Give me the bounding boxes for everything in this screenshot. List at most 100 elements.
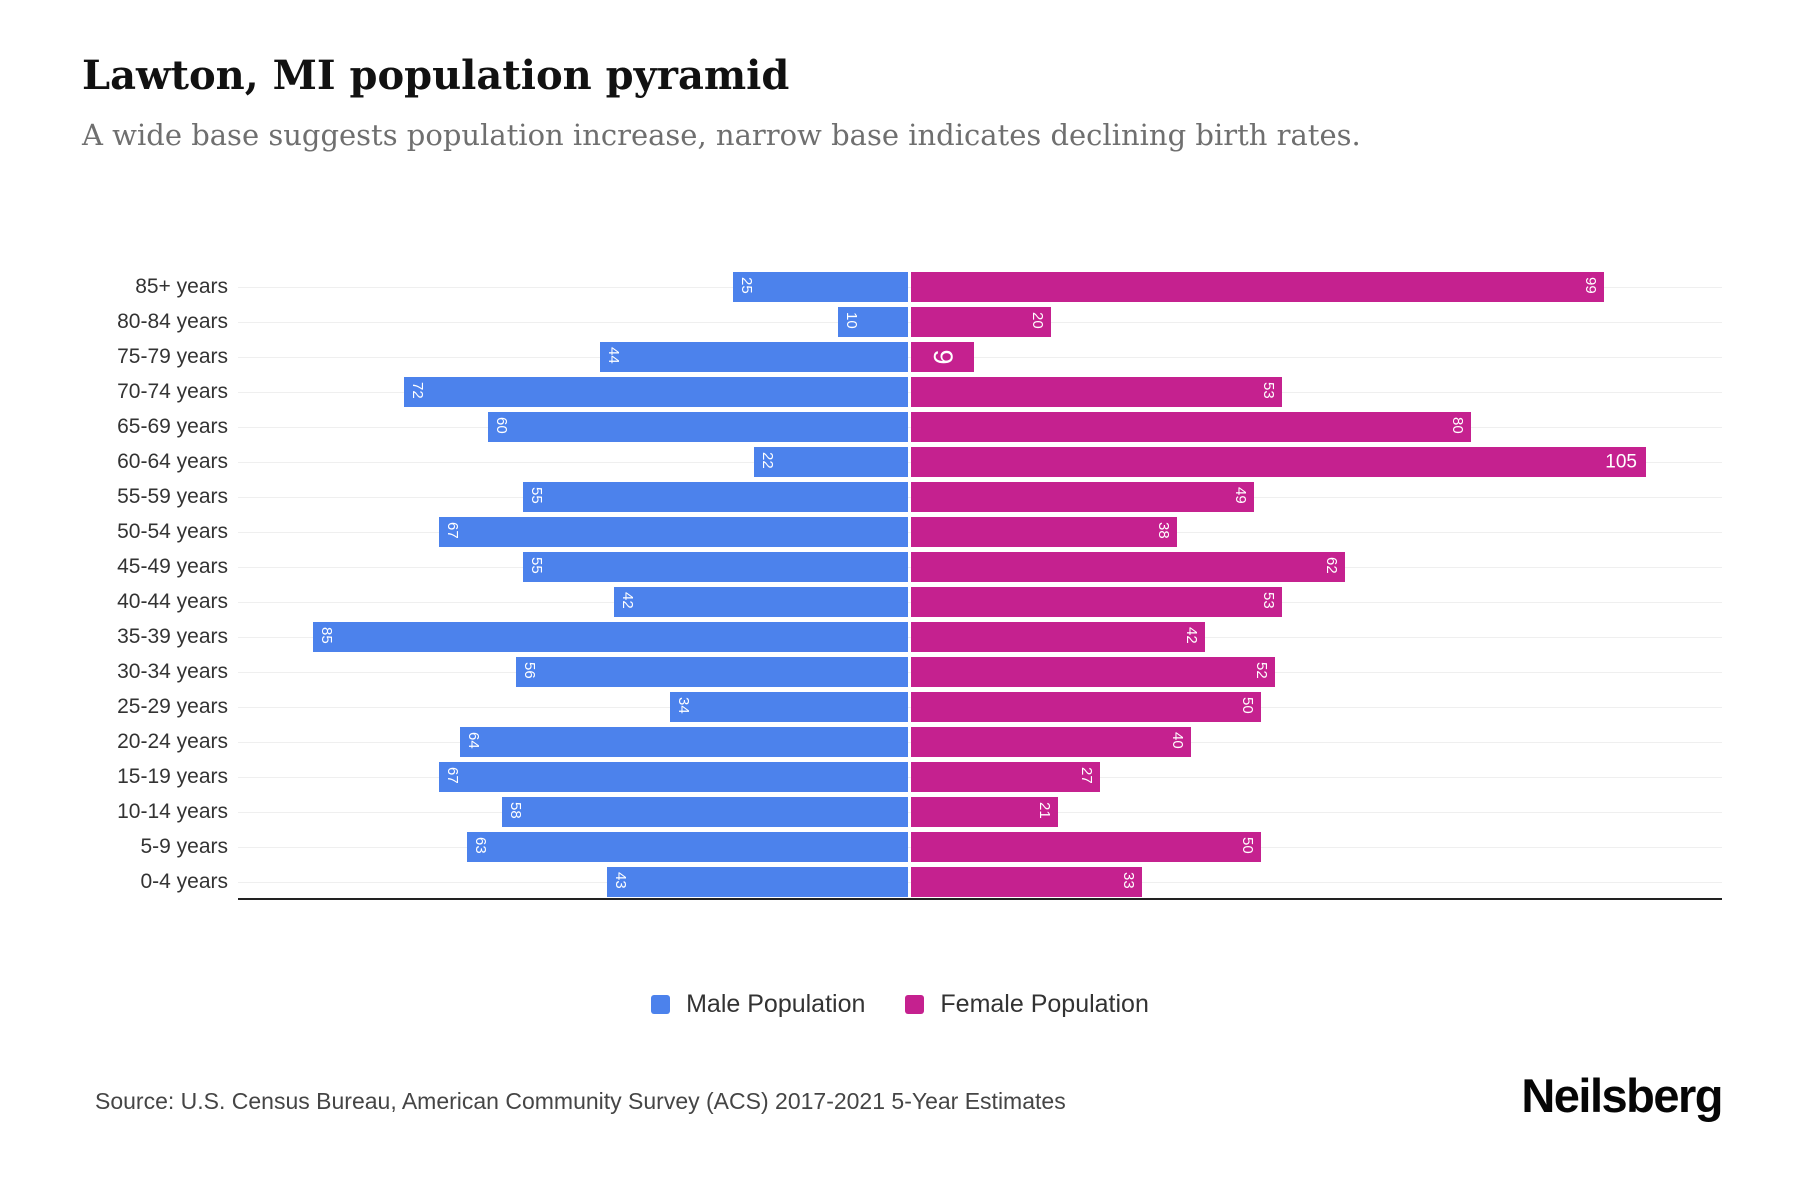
bar-value-label: 49 <box>1232 487 1249 504</box>
female-bar[interactable]: 33 <box>911 867 1142 897</box>
female-bar[interactable]: 9 <box>911 342 974 372</box>
age-axis-label: 25-29 years <box>117 695 228 718</box>
bar-value-label: 20 <box>1029 312 1046 329</box>
bar-value-label: 63 <box>472 837 489 854</box>
female-bar[interactable]: 38 <box>911 517 1177 547</box>
bar-value-label: 44 <box>605 347 622 364</box>
age-axis-label: 50-54 years <box>117 520 228 543</box>
male-bar[interactable]: 55 <box>523 482 908 512</box>
male-bar[interactable]: 64 <box>460 727 908 757</box>
male-bar[interactable]: 60 <box>488 412 908 442</box>
bar-value-label: 50 <box>1239 837 1256 854</box>
age-axis-label: 45-49 years <box>117 555 228 578</box>
female-bar[interactable]: 53 <box>911 377 1282 407</box>
male-bar[interactable]: 58 <box>502 797 908 827</box>
bar-value-label: 40 <box>1169 732 1186 749</box>
age-axis-label: 5-9 years <box>140 835 228 858</box>
female-bar[interactable]: 40 <box>911 727 1191 757</box>
age-axis-label: 75-79 years <box>117 345 228 368</box>
page-title: Lawton, MI population pyramid <box>82 52 790 99</box>
bar-value-label: 22 <box>759 452 776 469</box>
female-bar[interactable]: 42 <box>911 622 1205 652</box>
male-bar[interactable]: 44 <box>600 342 908 372</box>
bar-value-label: 10 <box>843 312 860 329</box>
legend-label-female: Female Population <box>940 990 1149 1018</box>
bar-value-label: 53 <box>1260 592 1277 609</box>
age-axis-label: 80-84 years <box>117 310 228 333</box>
bar-value-label: 21 <box>1036 802 1053 819</box>
female-bar[interactable]: 105 <box>911 447 1646 477</box>
male-bar[interactable]: 85 <box>313 622 908 652</box>
female-bar[interactable]: 27 <box>911 762 1100 792</box>
female-bar[interactable]: 80 <box>911 412 1471 442</box>
male-bar[interactable]: 67 <box>439 762 908 792</box>
male-bar[interactable]: 72 <box>404 377 908 407</box>
female-bar[interactable]: 20 <box>911 307 1051 337</box>
bar-value-label: 27 <box>1078 767 1095 784</box>
male-bar[interactable]: 63 <box>467 832 908 862</box>
age-axis-label: 20-24 years <box>117 730 228 753</box>
bar-value-label: 52 <box>1253 662 1270 679</box>
male-legend-swatch <box>651 995 671 1014</box>
female-bar[interactable]: 53 <box>911 587 1282 617</box>
bar-value-label: 33 <box>1120 872 1137 889</box>
female-legend-swatch <box>905 995 925 1014</box>
bar-value-label: 105 <box>1605 451 1637 473</box>
age-axis-label: 55-59 years <box>117 485 228 508</box>
bar-value-label: 67 <box>444 522 461 539</box>
female-bar[interactable]: 21 <box>911 797 1058 827</box>
bar-value-label: 56 <box>521 662 538 679</box>
legend-item-female[interactable]: Female Population <box>905 990 1149 1019</box>
bar-value-label: 9 <box>928 349 958 365</box>
bar-value-label: 25 <box>738 277 755 294</box>
age-axis-label: 30-34 years <box>117 660 228 683</box>
bar-value-label: 85 <box>318 627 335 644</box>
bar-value-label: 64 <box>465 732 482 749</box>
female-bar[interactable]: 50 <box>911 692 1261 722</box>
legend-label-male: Male Population <box>686 990 866 1018</box>
male-bar[interactable]: 34 <box>670 692 908 722</box>
female-bar[interactable]: 62 <box>911 552 1345 582</box>
bar-value-label: 50 <box>1239 697 1256 714</box>
age-axis-label: 40-44 years <box>117 590 228 613</box>
male-bar[interactable]: 56 <box>516 657 908 687</box>
male-bar[interactable]: 43 <box>607 867 908 897</box>
neilsberg-logo: Neilsberg <box>1521 1069 1723 1122</box>
bar-value-label: 62 <box>1323 557 1340 574</box>
x-axis-line <box>238 898 1722 900</box>
male-bar[interactable]: 67 <box>439 517 908 547</box>
bar-value-label: 55 <box>528 487 545 504</box>
bar-value-label: 43 <box>612 872 629 889</box>
female-bar[interactable]: 52 <box>911 657 1275 687</box>
age-axis-label: 0-4 years <box>140 870 228 893</box>
age-axis-label: 70-74 years <box>117 380 228 403</box>
bar-value-label: 55 <box>528 557 545 574</box>
bar-value-label: 99 <box>1582 277 1599 294</box>
bar-value-label: 58 <box>507 802 524 819</box>
legend-item-male[interactable]: Male Population <box>651 990 865 1019</box>
female-bar[interactable]: 99 <box>911 272 1604 302</box>
age-axis-label: 60-64 years <box>117 450 228 473</box>
age-axis-label: 10-14 years <box>117 800 228 823</box>
gridline <box>238 357 1722 358</box>
male-bar[interactable]: 25 <box>733 272 908 302</box>
male-bar[interactable]: 55 <box>523 552 908 582</box>
age-axis-label: 35-39 years <box>117 625 228 648</box>
female-bar[interactable]: 50 <box>911 832 1261 862</box>
page-subtitle: A wide base suggests population increase… <box>82 118 1361 152</box>
male-bar[interactable]: 42 <box>614 587 908 617</box>
chart-legend: Male Population Female Population <box>0 990 1800 1019</box>
age-axis-label: 65-69 years <box>117 415 228 438</box>
bar-value-label: 34 <box>675 697 692 714</box>
bar-value-label: 42 <box>1183 627 1200 644</box>
male-bar[interactable]: 22 <box>754 447 908 477</box>
bar-value-label: 42 <box>619 592 636 609</box>
bar-value-label: 60 <box>493 417 510 434</box>
bar-value-label: 67 <box>444 767 461 784</box>
female-bar[interactable]: 49 <box>911 482 1254 512</box>
bar-value-label: 38 <box>1155 522 1172 539</box>
male-bar[interactable]: 10 <box>838 307 908 337</box>
bar-value-label: 53 <box>1260 382 1277 399</box>
